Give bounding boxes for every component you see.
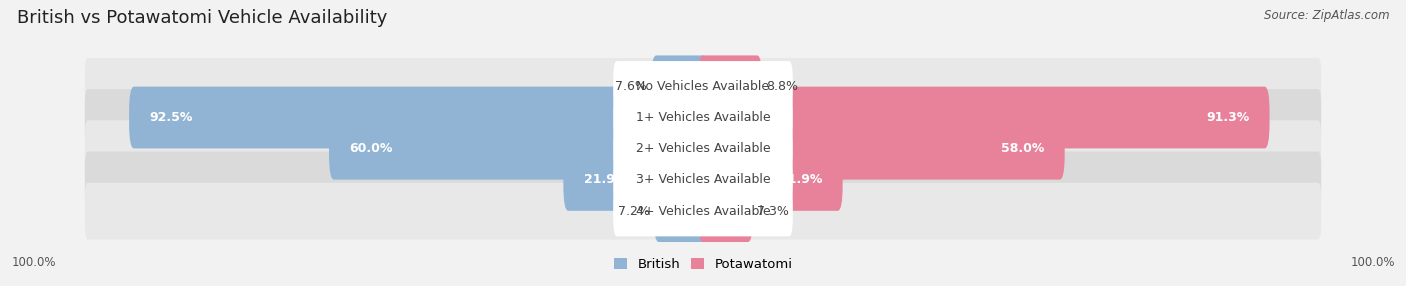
FancyBboxPatch shape <box>84 120 1322 177</box>
Legend: British, Potawatomi: British, Potawatomi <box>609 252 797 276</box>
Text: 7.3%: 7.3% <box>756 204 789 218</box>
FancyBboxPatch shape <box>84 89 1322 146</box>
FancyBboxPatch shape <box>697 87 1270 148</box>
FancyBboxPatch shape <box>564 149 709 211</box>
FancyBboxPatch shape <box>129 87 707 148</box>
FancyBboxPatch shape <box>84 58 1322 115</box>
Text: Source: ZipAtlas.com: Source: ZipAtlas.com <box>1264 9 1389 21</box>
Text: 8.8%: 8.8% <box>766 80 799 93</box>
FancyBboxPatch shape <box>697 55 762 117</box>
FancyBboxPatch shape <box>613 186 793 236</box>
FancyBboxPatch shape <box>613 155 793 205</box>
Text: 60.0%: 60.0% <box>349 142 392 155</box>
FancyBboxPatch shape <box>613 92 793 143</box>
Text: 2+ Vehicles Available: 2+ Vehicles Available <box>636 142 770 155</box>
Text: 21.9%: 21.9% <box>583 173 627 186</box>
FancyBboxPatch shape <box>697 118 1064 180</box>
Text: 58.0%: 58.0% <box>1001 142 1045 155</box>
FancyBboxPatch shape <box>697 149 842 211</box>
Text: 21.9%: 21.9% <box>779 173 823 186</box>
FancyBboxPatch shape <box>84 183 1322 239</box>
Text: 4+ Vehicles Available: 4+ Vehicles Available <box>636 204 770 218</box>
FancyBboxPatch shape <box>613 61 793 112</box>
FancyBboxPatch shape <box>651 55 709 117</box>
Text: No Vehicles Available: No Vehicles Available <box>637 80 769 93</box>
FancyBboxPatch shape <box>697 180 752 242</box>
Text: 1+ Vehicles Available: 1+ Vehicles Available <box>636 111 770 124</box>
FancyBboxPatch shape <box>613 124 793 174</box>
Text: 91.3%: 91.3% <box>1206 111 1250 124</box>
Text: 3+ Vehicles Available: 3+ Vehicles Available <box>636 173 770 186</box>
Text: 100.0%: 100.0% <box>11 256 56 269</box>
FancyBboxPatch shape <box>329 118 709 180</box>
Text: 7.6%: 7.6% <box>616 80 647 93</box>
Text: 7.2%: 7.2% <box>617 204 650 218</box>
FancyBboxPatch shape <box>654 180 709 242</box>
Text: 100.0%: 100.0% <box>1350 256 1395 269</box>
Text: British vs Potawatomi Vehicle Availability: British vs Potawatomi Vehicle Availabili… <box>17 9 387 27</box>
FancyBboxPatch shape <box>84 152 1322 208</box>
Text: 92.5%: 92.5% <box>149 111 193 124</box>
